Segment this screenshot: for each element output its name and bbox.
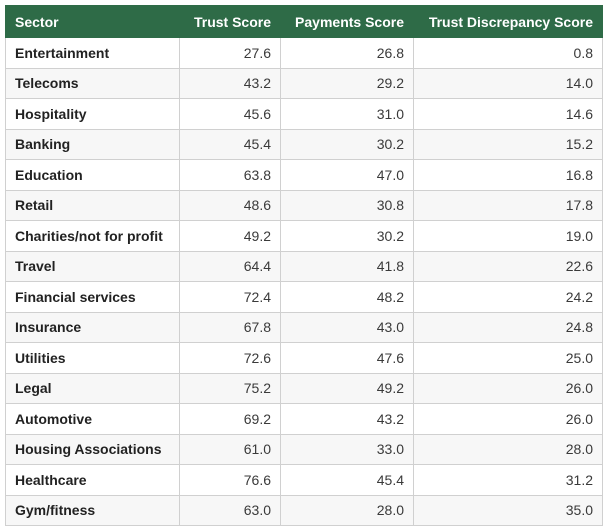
cell-trust-discrepancy-score: 0.8 [413,37,603,69]
header-sector: Sector [5,5,180,38]
cell-trust-discrepancy-score: 15.2 [413,128,603,160]
table-row: Legal 75.2 49.2 26.0 [5,372,603,404]
table-header: Sector Trust Score Payments Score Trust … [5,5,603,38]
cell-trust-discrepancy-score: 35.0 [413,494,603,526]
cell-trust-score: 27.6 [179,37,281,69]
cell-trust-discrepancy-score: 16.8 [413,159,603,191]
cell-trust-score: 63.0 [179,494,281,526]
cell-trust-discrepancy-score: 17.8 [413,189,603,221]
cell-sector: Healthcare [5,464,180,496]
cell-sector: Entertainment [5,37,180,69]
table-body: Entertainment 27.6 26.8 0.8 Telecoms 43.2 29.2… [5,37,603,526]
cell-sector: Housing Associations [5,433,180,465]
cell-trust-discrepancy-score: 22.6 [413,250,603,282]
cell-payments-score: 30.2 [280,128,414,160]
cell-trust-score: 75.2 [179,372,281,404]
cell-trust-score: 69.2 [179,403,281,435]
table-row: Travel 64.4 41.8 22.6 [5,250,603,282]
cell-trust-discrepancy-score: 26.0 [413,372,603,404]
cell-payments-score: 30.8 [280,189,414,221]
cell-trust-discrepancy-score: 28.0 [413,433,603,465]
cell-payments-score: 30.2 [280,220,414,252]
cell-sector: Hospitality [5,98,180,130]
cell-trust-discrepancy-score: 25.0 [413,342,603,374]
header-row: Sector Trust Score Payments Score Trust … [5,5,603,38]
cell-sector: Travel [5,250,180,282]
cell-payments-score: 31.0 [280,98,414,130]
table-row: Retail 48.6 30.8 17.8 [5,189,603,221]
cell-sector: Charities/not for profit [5,220,180,252]
cell-trust-discrepancy-score: 14.0 [413,67,603,99]
cell-trust-score: 76.6 [179,464,281,496]
cell-payments-score: 43.0 [280,311,414,343]
table-row: Housing Associations 61.0 33.0 28.0 [5,433,603,465]
cell-trust-score: 64.4 [179,250,281,282]
table-row: Education 63.8 47.0 16.8 [5,159,603,191]
table-row: Insurance 67.8 43.0 24.8 [5,311,603,343]
cell-trust-score: 48.6 [179,189,281,221]
cell-trust-score: 72.6 [179,342,281,374]
cell-payments-score: 48.2 [280,281,414,313]
sector-scores-table: Sector Trust Score Payments Score Trust … [5,5,603,526]
table-row: Utilities 72.6 47.6 25.0 [5,342,603,374]
cell-sector: Banking [5,128,180,160]
cell-trust-discrepancy-score: 24.2 [413,281,603,313]
cell-trust-score: 72.4 [179,281,281,313]
table-row: Gym/fitness 63.0 28.0 35.0 [5,494,603,526]
table-row: Entertainment 27.6 26.8 0.8 [5,37,603,69]
cell-sector: Legal [5,372,180,404]
cell-trust-score: 43.2 [179,67,281,99]
cell-sector: Education [5,159,180,191]
cell-payments-score: 29.2 [280,67,414,99]
cell-trust-discrepancy-score: 19.0 [413,220,603,252]
cell-trust-score: 49.2 [179,220,281,252]
cell-trust-score: 45.6 [179,98,281,130]
cell-payments-score: 41.8 [280,250,414,282]
cell-trust-discrepancy-score: 14.6 [413,98,603,130]
cell-sector: Automotive [5,403,180,435]
cell-sector: Utilities [5,342,180,374]
cell-trust-discrepancy-score: 31.2 [413,464,603,496]
cell-payments-score: 28.0 [280,494,414,526]
cell-payments-score: 26.8 [280,37,414,69]
cell-trust-score: 63.8 [179,159,281,191]
cell-sector: Gym/fitness [5,494,180,526]
cell-trust-score: 45.4 [179,128,281,160]
cell-payments-score: 45.4 [280,464,414,496]
table-row: Hospitality 45.6 31.0 14.6 [5,98,603,130]
cell-payments-score: 43.2 [280,403,414,435]
cell-sector: Retail [5,189,180,221]
cell-payments-score: 33.0 [280,433,414,465]
cell-payments-score: 47.0 [280,159,414,191]
header-trust-discrepancy-score: Trust Discrepancy Score [413,5,603,38]
cell-sector: Financial services [5,281,180,313]
cell-trust-score: 67.8 [179,311,281,343]
header-trust-score: Trust Score [179,5,281,38]
cell-sector: Insurance [5,311,180,343]
header-payments-score: Payments Score [280,5,414,38]
cell-trust-discrepancy-score: 24.8 [413,311,603,343]
data-table-container: Sector Trust Score Payments Score Trust … [5,5,603,526]
table-row: Healthcare 76.6 45.4 31.2 [5,464,603,496]
table-row: Telecoms 43.2 29.2 14.0 [5,67,603,99]
table-row: Automotive 69.2 43.2 26.0 [5,403,603,435]
table-row: Financial services 72.4 48.2 24.2 [5,281,603,313]
cell-payments-score: 47.6 [280,342,414,374]
table-row: Banking 45.4 30.2 15.2 [5,128,603,160]
cell-payments-score: 49.2 [280,372,414,404]
cell-trust-discrepancy-score: 26.0 [413,403,603,435]
table-row: Charities/not for profit 49.2 30.2 19.0 [5,220,603,252]
cell-trust-score: 61.0 [179,433,281,465]
cell-sector: Telecoms [5,67,180,99]
